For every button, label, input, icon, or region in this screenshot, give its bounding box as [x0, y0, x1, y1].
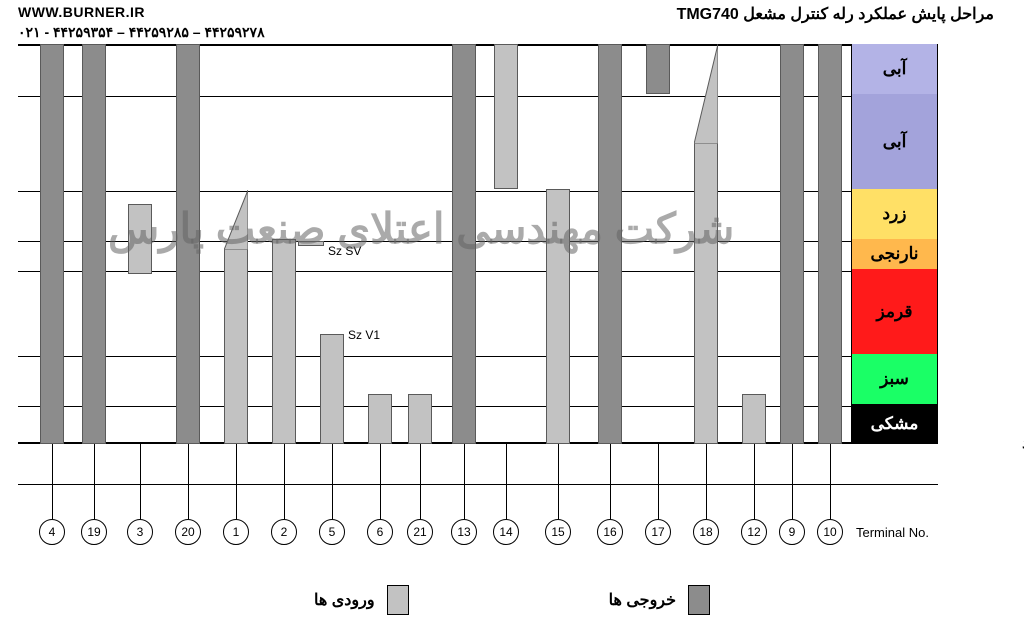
terminal-circle-3: 3 [127, 519, 153, 545]
bar-terminal-15 [546, 189, 570, 444]
terminal-stem-21 [420, 444, 421, 519]
bar-terminal-2 [272, 239, 296, 444]
terminal-stem-14 [506, 444, 507, 519]
bar-annot-5: Sz V1 [348, 328, 380, 342]
terminal-circle-5: 5 [319, 519, 345, 545]
bar-terminal-1 [224, 250, 248, 444]
legend-label-outputs: خروجی ها [609, 590, 676, 610]
page-title: مراحل پایش عملکرد رله کنترل مشعل TMG740 [677, 4, 994, 24]
terminal-no-label: Terminal No. [856, 525, 929, 540]
terminal-stem-15 [558, 444, 559, 519]
timing-chart: آبیآبیزردنارنجیقرمزسبزمشکیشروعSz PVعملکر… [18, 44, 1006, 514]
terminal-circle-13: 13 [451, 519, 477, 545]
bar-wedge-18 [694, 44, 718, 144]
bar-terminal-3 [128, 204, 152, 274]
terminal-stem-3 [140, 444, 141, 519]
bar-terminal-13 [452, 44, 476, 444]
terminal-circle-18: 18 [693, 519, 719, 545]
terminal-stem-10 [830, 444, 831, 519]
color-legend-4: قرمز [851, 269, 938, 354]
terminal-circle-1: 1 [223, 519, 249, 545]
terminal-stem-2 [284, 444, 285, 519]
szsv-label: Sz SV [328, 244, 361, 258]
bar-terminal-14 [494, 44, 518, 189]
terminal-stem-16 [610, 444, 611, 519]
bar-terminal-10 [818, 44, 842, 444]
legend-outputs: خروجی ها [609, 585, 710, 615]
color-legend-1: آبی [851, 94, 938, 189]
terminal-circle-17: 17 [645, 519, 671, 545]
bar-terminal-21 [408, 394, 432, 444]
header-phones: ۰۲۱ - ۴۴۲۵۹۳۵۴ – ۴۴۲۵۹۲۸۵ – ۴۴۲۵۹۲۷۸ [18, 24, 265, 41]
bar-terminal-18 [694, 144, 718, 444]
terminal-stem-5 [332, 444, 333, 519]
terminal-circle-12: 12 [741, 519, 767, 545]
bar-terminal-6 [368, 394, 392, 444]
terminal-stem-4 [52, 444, 53, 519]
terminal-stem-20 [188, 444, 189, 519]
terminal-stem-13 [464, 444, 465, 519]
color-legend-2: زرد [851, 189, 938, 239]
bar-terminal-19 [82, 44, 106, 444]
terminal-circle-14: 14 [493, 519, 519, 545]
terminal-stem-1 [236, 444, 237, 519]
bar-terminal-16 [598, 44, 622, 444]
terminal-stem-6 [380, 444, 381, 519]
legend-bottom: خروجی ها ورودی ها [0, 580, 1024, 620]
bar-terminal-17 [646, 44, 670, 94]
bar-terminal-5 [320, 334, 344, 444]
terminal-circle-20: 20 [175, 519, 201, 545]
terminal-stem-9 [792, 444, 793, 519]
legend-swatch-inputs [387, 585, 409, 615]
terminal-circle-4: 4 [39, 519, 65, 545]
terminal-circle-16: 16 [597, 519, 623, 545]
legend-swatch-outputs [688, 585, 710, 615]
terminal-stem-19 [94, 444, 95, 519]
terminal-circle-21: 21 [407, 519, 433, 545]
legend-label-inputs: ورودی ها [314, 590, 375, 610]
header-url: WWW.BURNER.IR [18, 4, 145, 20]
terminal-circle-19: 19 [81, 519, 107, 545]
bar-wedge-1 [224, 190, 248, 250]
legend-inputs: ورودی ها [314, 585, 409, 615]
color-legend-6: مشکی [851, 404, 938, 444]
terminal-circle-10: 10 [817, 519, 843, 545]
terminal-stem-18 [706, 444, 707, 519]
bar-terminal-9 [780, 44, 804, 444]
terminal-stem-17 [658, 444, 659, 519]
terminal-circle-9: 9 [779, 519, 805, 545]
grid-bottom-line [18, 484, 938, 485]
terminal-circle-6: 6 [367, 519, 393, 545]
color-legend-3: نارنجی [851, 239, 938, 269]
terminal-stem-12 [754, 444, 755, 519]
terminal-circle-2: 2 [271, 519, 297, 545]
bar-terminal-4 [40, 44, 64, 444]
bar-terminal-12 [742, 394, 766, 444]
szsv-tick [298, 241, 324, 246]
terminal-circle-15: 15 [545, 519, 571, 545]
color-legend-5: سبز [851, 354, 938, 404]
bar-terminal-20 [176, 44, 200, 444]
color-legend-0: آبی [851, 44, 938, 94]
